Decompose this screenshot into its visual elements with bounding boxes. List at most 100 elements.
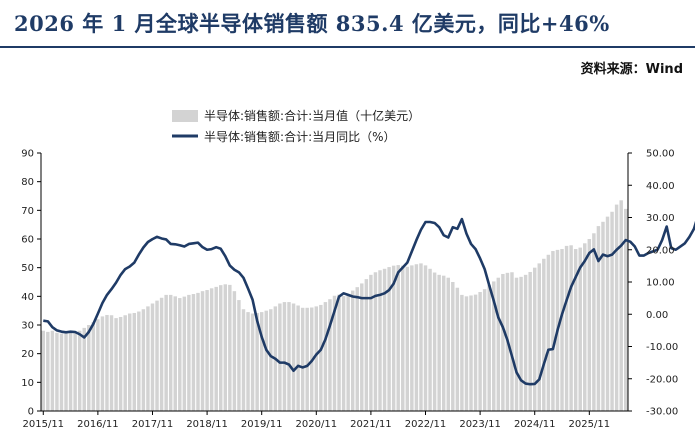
bar — [168, 294, 173, 411]
bar — [191, 294, 196, 411]
line-series — [43, 217, 695, 386]
bar — [182, 296, 187, 411]
bar — [337, 294, 341, 411]
bar — [178, 298, 182, 411]
bar — [542, 258, 546, 411]
bar — [73, 332, 77, 411]
bar — [546, 254, 551, 411]
bar — [569, 245, 573, 411]
x-tick-label: 2025/11 — [569, 419, 611, 430]
bar — [451, 282, 455, 411]
bar — [323, 302, 328, 411]
bar — [341, 296, 346, 411]
bar — [510, 272, 514, 411]
bar — [155, 300, 159, 411]
bar — [460, 294, 464, 411]
bar — [46, 331, 50, 411]
x-tick-label: 2017/11 — [132, 419, 174, 430]
bar — [91, 322, 96, 411]
bar — [432, 272, 437, 411]
bar — [82, 327, 86, 411]
bar — [328, 299, 332, 411]
bar — [41, 330, 46, 411]
bar — [478, 292, 482, 411]
right-tick-label: 0.00 — [646, 310, 668, 321]
bar — [87, 325, 91, 411]
bar — [77, 330, 82, 411]
bar — [532, 267, 537, 411]
bar — [209, 288, 214, 411]
bar — [159, 297, 164, 411]
left-tick-label: 10 — [21, 378, 34, 389]
bar — [487, 284, 491, 411]
right-tick-label: -10.00 — [646, 342, 678, 353]
bar — [237, 300, 241, 411]
bar — [514, 277, 519, 411]
bar — [282, 302, 287, 411]
bar — [146, 306, 150, 411]
bar — [100, 316, 105, 411]
x-tick-label: 2021/11 — [350, 419, 392, 430]
bar — [264, 310, 268, 411]
bar — [528, 271, 532, 411]
bar — [537, 263, 541, 411]
bar — [387, 267, 391, 411]
bar — [332, 295, 337, 411]
bar — [173, 296, 177, 411]
bar — [250, 313, 255, 411]
x-tick-label: 2018/11 — [186, 419, 228, 430]
bar — [55, 332, 59, 411]
bar — [259, 312, 264, 411]
bar — [614, 204, 619, 411]
bar — [378, 270, 382, 411]
bar — [464, 296, 469, 411]
bar — [305, 307, 309, 411]
left-tick-label: 70 — [21, 206, 34, 217]
bar — [601, 221, 605, 411]
left-tick-label: 60 — [21, 235, 34, 246]
legend-line-label: 半导体:销售额:合计:当月同比（%） — [204, 129, 396, 144]
right-tick-label: -20.00 — [646, 374, 678, 385]
bar — [132, 312, 137, 411]
bar — [128, 313, 132, 411]
bar — [624, 208, 628, 411]
bar — [105, 314, 109, 411]
bar — [205, 290, 209, 411]
tick-labels: 0 10 20 30 40 50 60 70 80 90 -30.00 -20.00 -10.00 0.0… — [21, 149, 678, 431]
bar — [482, 289, 487, 411]
bar — [551, 251, 555, 411]
page-title: 2026 年 1 月全球半导体销售额 835.4 亿美元，同比+46% — [14, 11, 610, 36]
bar — [455, 287, 460, 411]
bar — [187, 294, 191, 411]
bar — [469, 295, 473, 411]
bar — [501, 273, 505, 411]
bar — [437, 274, 441, 411]
bar — [560, 249, 564, 411]
bar — [319, 304, 323, 411]
bar — [496, 277, 501, 411]
title-bar: 2026 年 1 月全球半导体销售额 835.4 亿美元，同比+46% — [0, 0, 695, 48]
bar — [373, 272, 378, 411]
right-tick-label: 50.00 — [646, 149, 675, 160]
bar — [214, 286, 218, 411]
bar — [296, 305, 300, 411]
bar — [241, 309, 246, 411]
bar — [573, 249, 578, 411]
bar — [405, 266, 410, 411]
bar — [396, 265, 400, 411]
legend-bar-label: 半导体:销售额:合计:当月值（十亿美元） — [204, 108, 420, 123]
bar — [255, 312, 259, 411]
left-tick-label: 90 — [21, 149, 34, 160]
bar — [605, 216, 610, 411]
left-tick-label: 50 — [21, 263, 34, 274]
legend: 半导体:销售额:合计:当月值（十亿美元） 半导体:销售额:合计:当月同比（%） — [172, 108, 420, 144]
bar — [219, 285, 223, 411]
bar — [68, 332, 73, 411]
bar — [596, 226, 601, 411]
bar — [246, 312, 250, 411]
yoy-growth-line — [43, 217, 695, 386]
bar — [428, 268, 432, 411]
bar — [446, 277, 450, 411]
bar — [401, 265, 405, 411]
bar — [592, 233, 596, 411]
